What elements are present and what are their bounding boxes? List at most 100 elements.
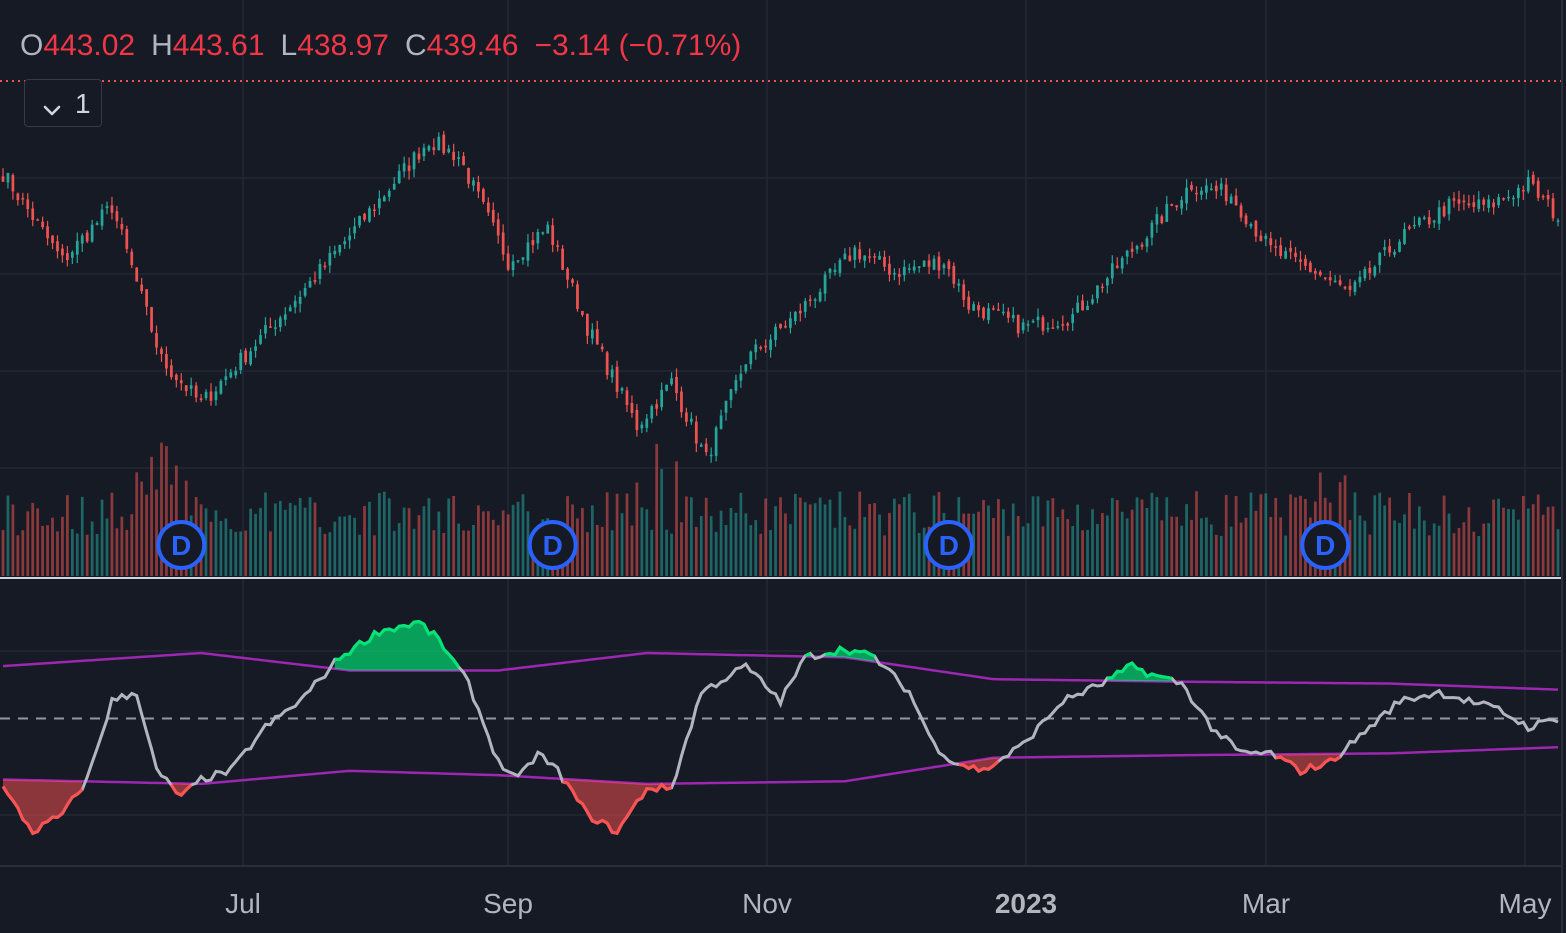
- candle-body: [997, 309, 1000, 311]
- candle-body: [912, 266, 916, 271]
- volume-bar: [392, 530, 396, 576]
- candle-body: [1041, 317, 1045, 331]
- volume-bar: [333, 521, 337, 576]
- volume-bar: [595, 525, 599, 576]
- candle-body: [204, 391, 208, 399]
- volume-bar: [1021, 526, 1025, 576]
- candle-body: [823, 274, 827, 294]
- volume-bar: [1031, 496, 1035, 576]
- time-axis-label: 2023: [995, 888, 1057, 919]
- volume-bar: [348, 515, 352, 576]
- volume-bar: [1507, 509, 1510, 576]
- volume-bar: [858, 491, 862, 576]
- candle-body: [1531, 174, 1535, 184]
- candle-body: [61, 248, 64, 256]
- candle-body: [1368, 267, 1372, 274]
- candle-body: [318, 263, 322, 279]
- candle-body: [170, 365, 173, 378]
- volume-bar: [244, 530, 248, 576]
- volume-bar: [878, 514, 881, 576]
- candle-body: [56, 241, 59, 252]
- candle-body: [1521, 190, 1525, 192]
- volume-bar: [1200, 518, 1203, 576]
- candle-body: [521, 257, 525, 260]
- candle-body: [1462, 200, 1466, 203]
- volume-bar: [363, 506, 366, 576]
- candle-body: [353, 226, 356, 234]
- candle-body: [1130, 248, 1134, 252]
- dividend-marker[interactable]: D: [527, 520, 578, 570]
- indicators-collapse-button[interactable]: 1: [24, 79, 102, 127]
- volume-bar: [798, 497, 802, 576]
- dividend-marker-label: D: [939, 530, 959, 561]
- low-value: 438.97: [297, 29, 389, 62]
- candle-body: [749, 351, 753, 365]
- volume-bar: [1209, 524, 1213, 576]
- candle-body: [883, 256, 886, 267]
- candle-body: [1304, 258, 1307, 266]
- volume-bar: [1150, 492, 1154, 576]
- candle-body: [1408, 226, 1411, 229]
- time-axis[interactable]: Jul Sep Nov 2023 Mar May: [225, 888, 1551, 919]
- candle-body: [694, 421, 698, 444]
- candle-body: [1309, 262, 1312, 273]
- volume-bar: [303, 507, 307, 576]
- volume-bar: [130, 514, 134, 576]
- volume-bar: [1160, 520, 1164, 576]
- candle-body: [209, 391, 213, 401]
- candle-body: [199, 398, 203, 400]
- candle-body: [1422, 217, 1426, 219]
- candle-body: [1457, 199, 1461, 204]
- volume-bar: [704, 497, 708, 576]
- volume-bar: [283, 509, 287, 576]
- candle-body: [1502, 198, 1505, 200]
- candle-body: [95, 223, 99, 225]
- candle-body: [1071, 314, 1075, 324]
- candle-body: [511, 261, 515, 270]
- candle-body: [1556, 220, 1560, 222]
- candle-body: [1170, 204, 1174, 206]
- candle-body: [100, 209, 104, 226]
- volume-bar: [115, 528, 119, 576]
- volume-bar: [873, 503, 876, 576]
- dividend-marker[interactable]: D: [1300, 520, 1351, 570]
- dividend-marker-label: D: [1315, 530, 1335, 561]
- candle-body: [1279, 245, 1283, 257]
- volume-bar: [358, 534, 361, 576]
- volume-bar: [1373, 495, 1377, 576]
- volume-bar: [402, 507, 406, 576]
- volume-bar: [675, 461, 678, 576]
- volume-bar: [749, 525, 753, 576]
- candle-body: [1284, 251, 1287, 259]
- volume-bar: [823, 504, 827, 576]
- volume-bar: [754, 520, 758, 576]
- volume-bar: [1299, 495, 1302, 576]
- candle-body: [21, 198, 25, 200]
- volume-bar: [600, 526, 604, 576]
- volume-bar: [1185, 504, 1188, 576]
- volume-bar: [462, 530, 465, 576]
- candle-body: [85, 232, 89, 242]
- volume-bar: [922, 527, 926, 576]
- volume-bar: [1155, 497, 1159, 576]
- dividend-marker[interactable]: D: [923, 520, 974, 570]
- dividend-marker[interactable]: D: [156, 520, 207, 570]
- candle-body: [382, 196, 386, 202]
- candle-body: [368, 208, 371, 222]
- candle-body: [1016, 314, 1020, 334]
- volume-bar: [274, 503, 277, 576]
- volume-bar: [1264, 493, 1268, 576]
- candle-body: [1497, 197, 1500, 206]
- volume-bar: [387, 498, 391, 576]
- candle-body: [1051, 327, 1055, 329]
- candle-body: [1541, 195, 1545, 198]
- candle-body: [1536, 180, 1540, 198]
- volume-bar: [724, 525, 728, 576]
- candle-body: [645, 418, 649, 428]
- volume-bar: [793, 493, 797, 576]
- candle-body: [1160, 216, 1164, 224]
- volume-bar: [269, 531, 272, 576]
- volume-bar: [888, 512, 891, 576]
